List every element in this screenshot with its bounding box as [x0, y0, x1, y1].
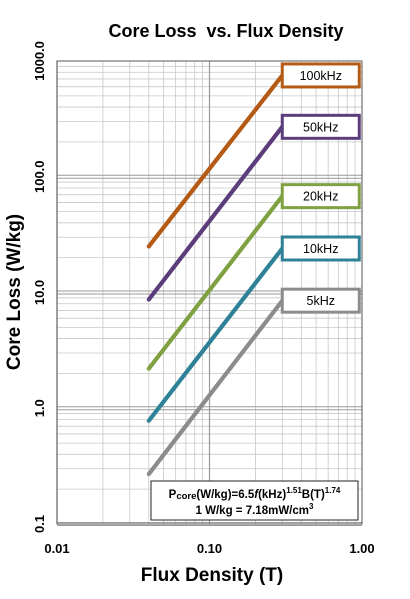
conversion-text: 1 W/kg = 7.18mW/cm3 — [196, 502, 314, 517]
plot-frame — [56, 60, 363, 525]
formula-part-a: (W/kg)=6.5 — [196, 489, 254, 501]
formula-box-frame — [150, 480, 359, 521]
y-tick-label: 1000.0 — [32, 41, 47, 81]
y-tick-label: 100.0 — [32, 160, 47, 193]
series-label-box — [280, 235, 361, 262]
series-label-box — [280, 183, 361, 210]
series-label-box — [280, 113, 361, 140]
series-line — [146, 298, 285, 477]
formula-part-b: (kHz) — [258, 489, 286, 501]
series-label: 5kHz — [307, 294, 335, 308]
formula-exp2: 1.74 — [325, 486, 341, 495]
series-line — [146, 73, 285, 249]
formula-f: f — [254, 489, 259, 501]
series-label-box — [280, 287, 361, 314]
x-tick-label: 1.00 — [349, 541, 374, 556]
series-line — [146, 246, 285, 423]
series-lines — [146, 73, 285, 477]
formula-exp1: 1.51 — [286, 486, 302, 495]
x-axis-label: Flux Density (T) — [141, 565, 284, 586]
x-tick-label: 0.10 — [197, 541, 222, 556]
formula-part-c: B(T) — [302, 489, 325, 501]
formula-subscript: core — [176, 491, 196, 502]
series-line — [146, 124, 285, 302]
series-label-box — [280, 62, 361, 89]
plot-area: 100kHz 50kHz 20kHz 10kHz 5kHz — [56, 60, 363, 526]
y-tick-label: 10.0 — [32, 280, 47, 305]
series-label: 20kHz — [303, 190, 338, 204]
x-tick-label: 0.01 — [44, 541, 69, 556]
series-label: 100kHz — [300, 69, 342, 83]
conversion-exp: 3 — [309, 502, 314, 511]
y-tick-label: 1.0 — [32, 399, 47, 417]
formula-text: Pcore(W/kg)=6.5f(kHz)1.51B(T)1.74 — [169, 486, 341, 502]
series-labels: 100kHz 50kHz 20kHz 10kHz 5kHz — [280, 62, 361, 314]
series-line — [146, 194, 285, 371]
y-tick-labels: 0.1 1.0 10.0 100.0 1000.0 — [32, 41, 47, 533]
conversion-part-a: 1 W/kg = 7.18mW/cm — [196, 505, 309, 517]
formula-box: Pcore(W/kg)=6.5f(kHz)1.51B(T)1.74 1 W/kg… — [150, 480, 359, 521]
series-label: 50kHz — [303, 120, 338, 134]
series-label: 10kHz — [303, 242, 338, 256]
y-tick-label: 0.1 — [32, 515, 47, 533]
formula-p: P — [169, 489, 177, 501]
x-tick-labels: 0.01 0.10 1.00 — [44, 541, 374, 556]
chart-title: Core Loss vs. Flux Density — [108, 21, 343, 41]
y-axis-label: Core Loss (W/kg) — [4, 214, 25, 370]
